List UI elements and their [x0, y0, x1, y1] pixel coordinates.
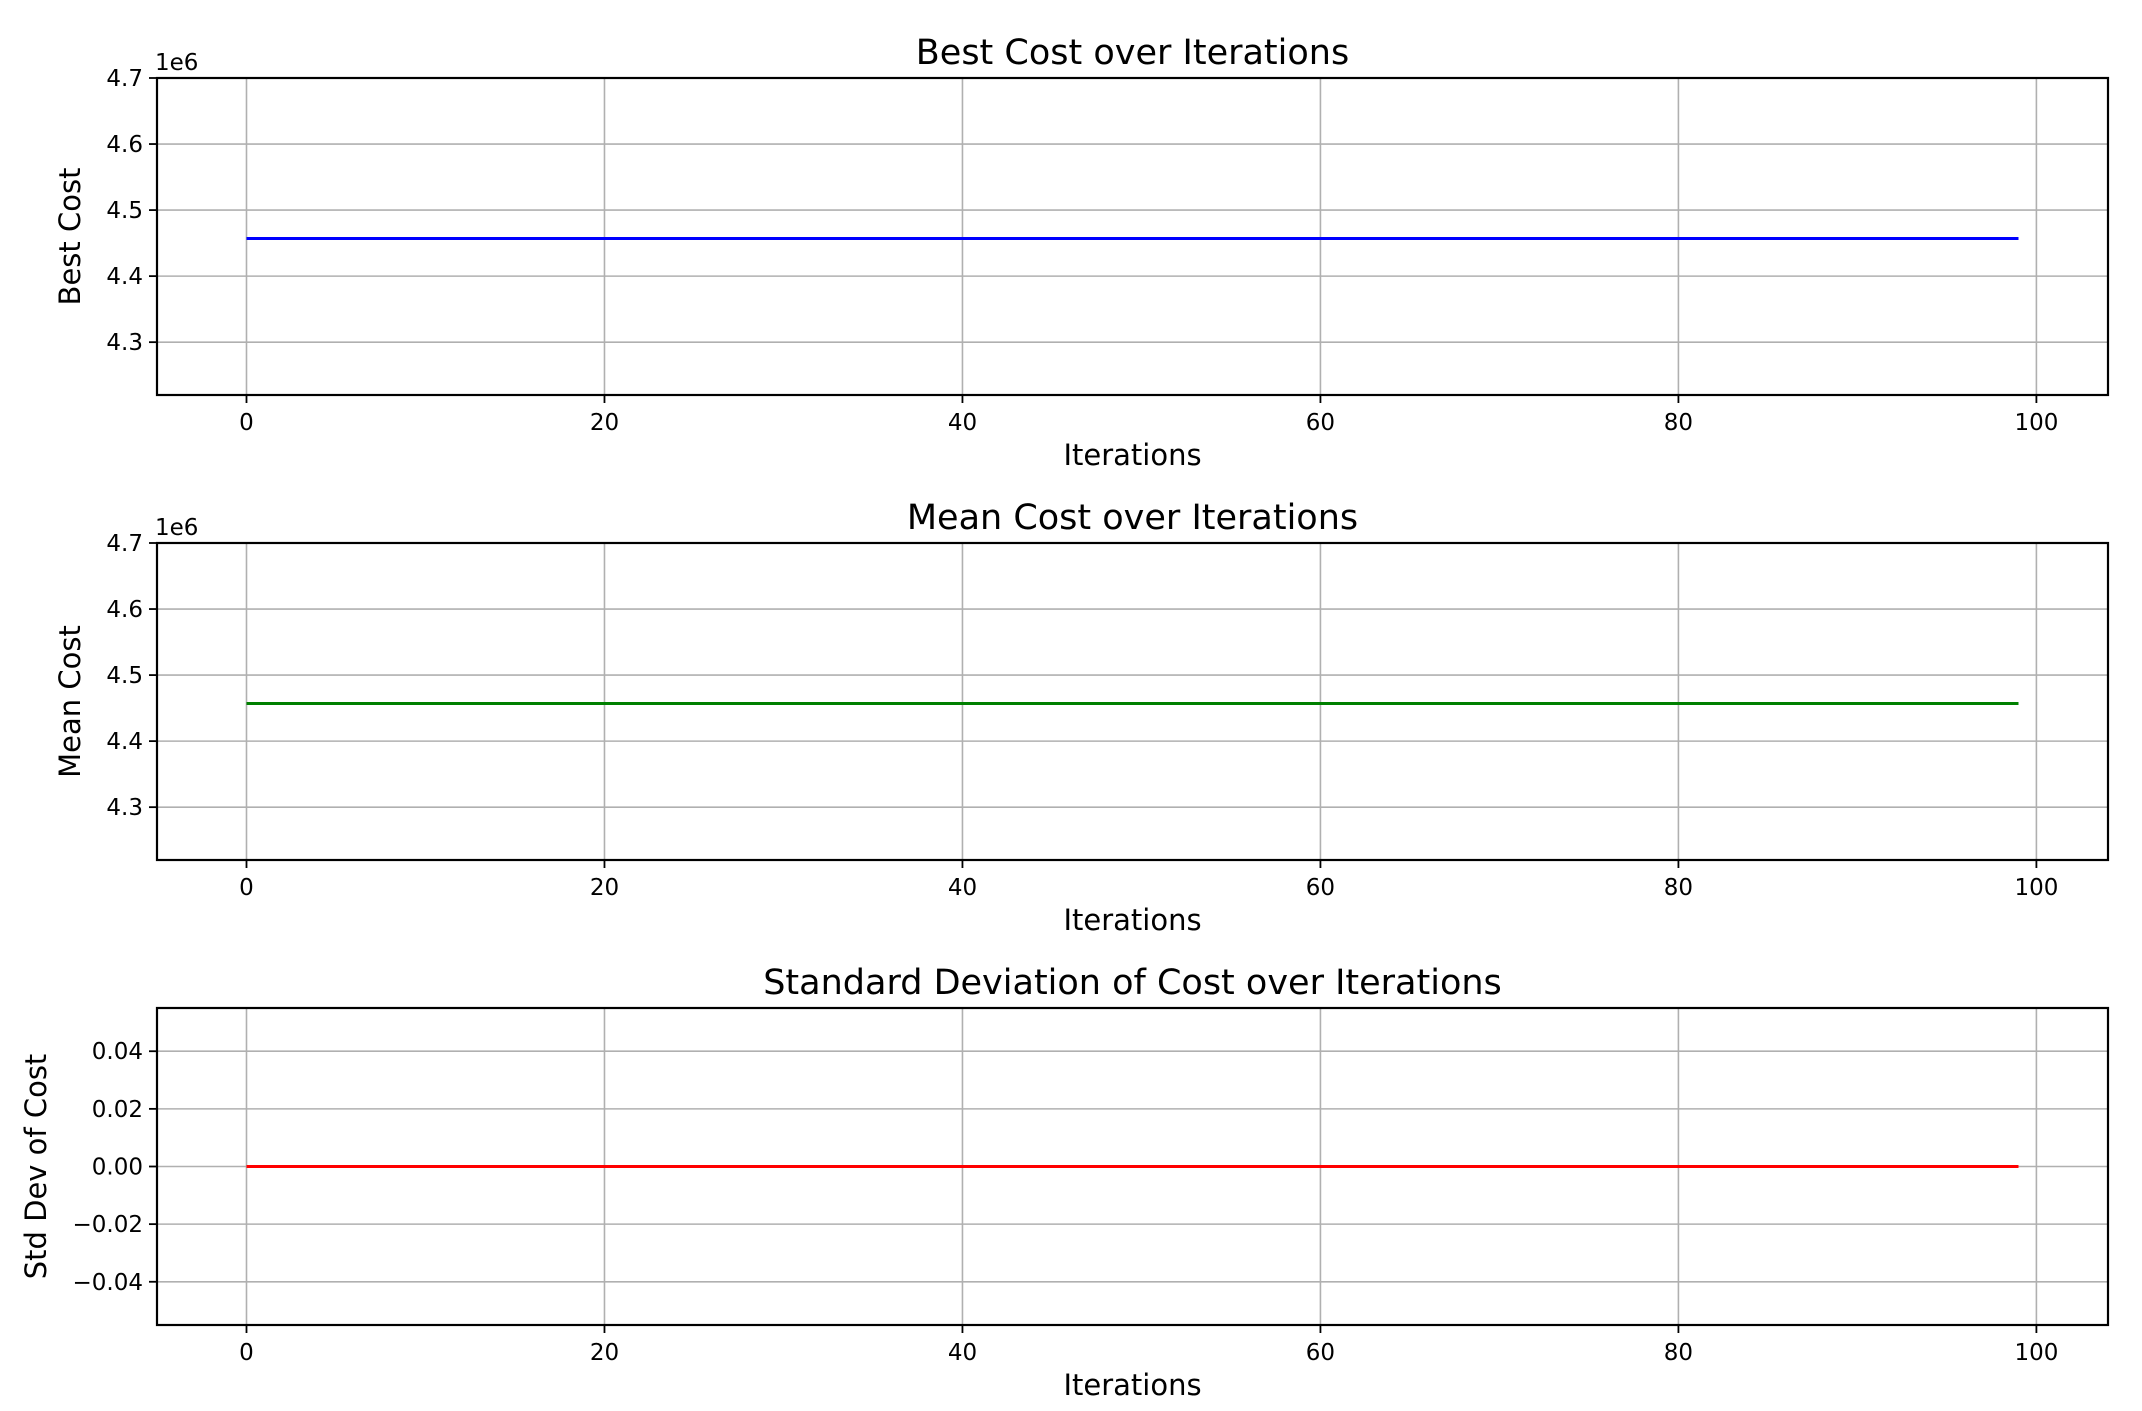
plot-frame	[155, 76, 2110, 397]
x-axis-label: Iterations	[1063, 1368, 1201, 1402]
chart-panel-1: 0 20 40 60 80 100 4.3 4.4 4.5 4.6 4.7 Best Cost ove…	[53, 33, 2110, 472]
x-tick-label: 20	[590, 875, 619, 901]
y-tick-label: −0.04	[73, 1270, 143, 1296]
y-tick-label: 4.5	[106, 663, 143, 689]
x-tick-label: 0	[239, 1340, 254, 1366]
y-tick-label: 0.04	[92, 1039, 143, 1065]
y-tick-label: 0.02	[92, 1097, 143, 1123]
x-tick-label: 60	[1306, 1340, 1335, 1366]
x-tick-label: 80	[1664, 875, 1693, 901]
y-tick-label: 4.4	[106, 264, 143, 290]
x-tick-label: 100	[2014, 1340, 2058, 1366]
chart-title: Standard Deviation of Cost over Iteratio…	[763, 963, 1502, 1003]
y-axis-label: Mean Cost	[53, 625, 87, 778]
chart-panel-3: 0 20 40 60 80 100 −0.04 −0.02 0.00 0.02 0.04 Standa…	[19, 963, 2110, 1402]
x-tick-label: 60	[1306, 875, 1335, 901]
y-tick-label: 4.3	[106, 330, 143, 356]
y-tick-label: 4.3	[106, 795, 143, 821]
y-axis-label: Std Dev of Cost	[19, 1054, 53, 1280]
y-tick-label: 4.6	[106, 597, 143, 623]
y-tick-label: 4.7	[106, 66, 143, 92]
y-tick-label: 4.5	[106, 198, 143, 224]
y-offset-label: 1e6	[155, 50, 198, 76]
x-tick-label: 100	[2014, 410, 2058, 436]
x-axis-label: Iterations	[1063, 438, 1201, 472]
chart-title: Best Cost over Iterations	[916, 33, 1349, 73]
x-tick-label: 40	[948, 875, 977, 901]
x-tick-label: 80	[1664, 410, 1693, 436]
chart-panel-2: 0 20 40 60 80 100 4.3 4.4 4.5 4.6 4.7 Mean Cost ove…	[53, 498, 2110, 937]
x-tick-label: 0	[239, 410, 254, 436]
y-offset-label: 1e6	[155, 515, 198, 541]
x-tick-label: 40	[948, 1340, 977, 1366]
y-tick-label: 4.7	[106, 531, 143, 557]
chart-title: Mean Cost over Iterations	[907, 498, 1358, 538]
x-tick-label: 60	[1306, 410, 1335, 436]
x-tick-label: 20	[590, 410, 619, 436]
y-tick-label: 4.4	[106, 729, 143, 755]
y-tick-label: 4.6	[106, 132, 143, 158]
x-axis-label: Iterations	[1063, 903, 1201, 937]
y-tick-label: −0.02	[73, 1212, 143, 1238]
y-tick-label: 0.00	[92, 1155, 143, 1181]
x-tick-label: 80	[1664, 1340, 1693, 1366]
x-tick-label: 40	[948, 410, 977, 436]
y-axis-label: Best Cost	[53, 168, 87, 306]
x-tick-label: 0	[239, 875, 254, 901]
plot-frame	[155, 541, 2110, 862]
x-tick-label: 100	[2014, 875, 2058, 901]
x-tick-label: 20	[590, 1340, 619, 1366]
